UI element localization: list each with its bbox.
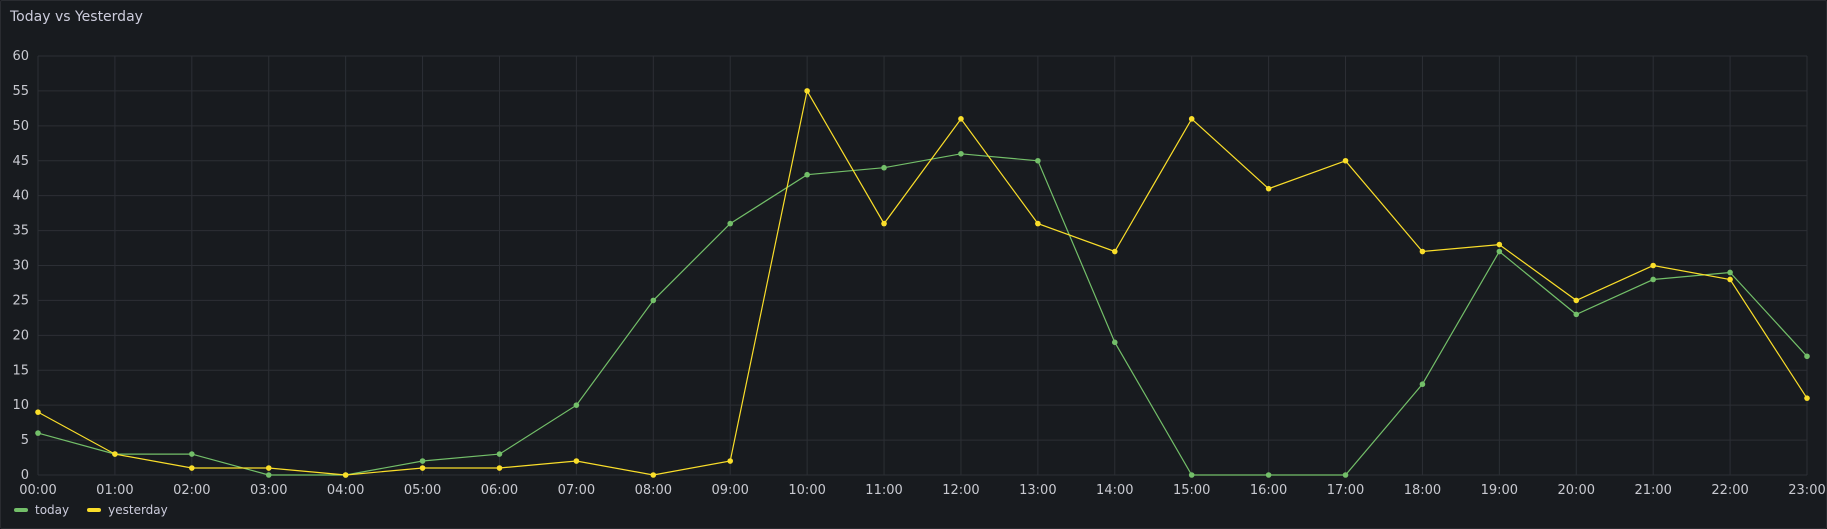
x-tick-label: 21:00 xyxy=(1634,483,1671,498)
data-point-yesterday xyxy=(573,458,580,464)
y-tick-label: 25 xyxy=(12,293,29,308)
data-point-yesterday xyxy=(1650,262,1656,269)
y-tick-label: 35 xyxy=(12,224,29,239)
x-tick-label: 22:00 xyxy=(1711,483,1748,498)
y-tick-label: 30 xyxy=(12,259,29,274)
legend-item-yesterday[interactable]: yesterday xyxy=(87,503,168,517)
y-tick-label: 5 xyxy=(21,433,29,448)
y-tick-label: 10 xyxy=(12,398,29,413)
x-tick-label: 00:00 xyxy=(19,483,56,498)
data-point-yesterday xyxy=(496,465,503,471)
data-point-today xyxy=(727,220,734,227)
data-point-yesterday xyxy=(35,409,41,415)
x-tick-label: 07:00 xyxy=(558,483,595,498)
x-tick-label: 02:00 xyxy=(173,483,210,498)
data-point-yesterday xyxy=(1188,116,1195,122)
x-tick-label: 14:00 xyxy=(1096,483,1133,498)
data-point-today xyxy=(1188,472,1195,478)
data-point-today xyxy=(265,472,272,478)
data-point-today xyxy=(1496,248,1503,255)
x-tick-label: 11:00 xyxy=(865,483,902,498)
data-point-today xyxy=(573,402,580,408)
data-point-today xyxy=(1727,269,1733,276)
data-point-today xyxy=(1342,472,1349,478)
x-tick-label: 08:00 xyxy=(635,483,672,498)
legend-item-today[interactable]: today xyxy=(14,503,69,517)
x-tick-label: 15:00 xyxy=(1173,483,1210,498)
x-tick-label: 03:00 xyxy=(250,483,287,498)
x-tick-label: 18:00 xyxy=(1404,483,1441,498)
legend-swatch-yesterday xyxy=(87,508,102,512)
data-point-yesterday xyxy=(650,472,657,478)
data-point-yesterday xyxy=(189,465,195,471)
y-tick-label: 20 xyxy=(12,328,29,343)
data-point-today xyxy=(419,458,426,464)
data-point-yesterday xyxy=(342,472,349,478)
legend: today yesterday xyxy=(14,503,168,517)
data-point-today xyxy=(1804,353,1810,360)
data-point-today xyxy=(35,430,41,436)
data-point-today xyxy=(650,297,657,304)
x-tick-label: 05:00 xyxy=(404,483,441,498)
series-line-yesterday xyxy=(37,89,1808,476)
data-point-today xyxy=(1111,339,1118,346)
x-tick-label: 19:00 xyxy=(1481,483,1518,498)
data-point-yesterday xyxy=(112,451,118,457)
data-point-yesterday xyxy=(1265,185,1272,192)
data-point-today xyxy=(189,451,195,457)
x-tick-label: 06:00 xyxy=(481,483,518,498)
data-point-yesterday xyxy=(958,116,964,122)
x-tick-label: 10:00 xyxy=(788,483,825,498)
data-point-yesterday xyxy=(1804,395,1810,401)
y-tick-label: 60 xyxy=(12,49,29,64)
x-tick-label: 12:00 xyxy=(942,483,979,498)
y-tick-label: 40 xyxy=(12,189,29,204)
y-tick-label: 0 xyxy=(21,468,29,483)
data-point-today xyxy=(881,164,887,171)
data-point-today xyxy=(804,171,810,178)
data-point-yesterday xyxy=(881,220,887,227)
y-tick-label: 55 xyxy=(12,84,29,99)
x-tick-label: 20:00 xyxy=(1558,483,1595,498)
data-point-yesterday xyxy=(727,458,734,464)
data-point-yesterday xyxy=(1573,297,1580,304)
legend-label-yesterday: yesterday xyxy=(108,503,168,517)
data-point-today xyxy=(1573,311,1580,318)
x-tick-label: 23:00 xyxy=(1788,483,1825,498)
data-point-today xyxy=(958,150,964,157)
data-point-yesterday xyxy=(1035,220,1041,227)
data-point-yesterday xyxy=(1111,248,1118,255)
data-point-today xyxy=(1419,381,1426,388)
x-tick-label: 13:00 xyxy=(1019,483,1056,498)
x-tick-label: 17:00 xyxy=(1327,483,1364,498)
y-tick-label: 15 xyxy=(12,363,29,378)
x-tick-label: 04:00 xyxy=(327,483,364,498)
data-point-today xyxy=(1265,472,1272,478)
legend-swatch-today xyxy=(14,508,28,512)
data-point-yesterday xyxy=(804,88,810,94)
x-tick-label: 01:00 xyxy=(96,483,133,498)
legend-label-today: today xyxy=(35,503,70,517)
data-point-today xyxy=(1035,157,1041,164)
data-point-today xyxy=(1650,276,1656,283)
y-tick-label: 50 xyxy=(12,119,29,134)
data-point-yesterday xyxy=(1727,276,1733,283)
data-point-yesterday xyxy=(1496,241,1503,248)
x-tick-label: 09:00 xyxy=(711,483,748,498)
data-point-yesterday xyxy=(265,465,272,471)
panel-title[interactable]: Today vs Yesterday xyxy=(10,9,143,25)
data-point-today xyxy=(496,451,503,457)
data-point-yesterday xyxy=(1419,248,1426,255)
series-line-today xyxy=(37,153,1808,476)
data-point-yesterday xyxy=(1342,157,1349,164)
y-tick-label: 45 xyxy=(12,154,29,169)
x-tick-label: 16:00 xyxy=(1250,483,1287,498)
data-point-yesterday xyxy=(419,465,426,471)
